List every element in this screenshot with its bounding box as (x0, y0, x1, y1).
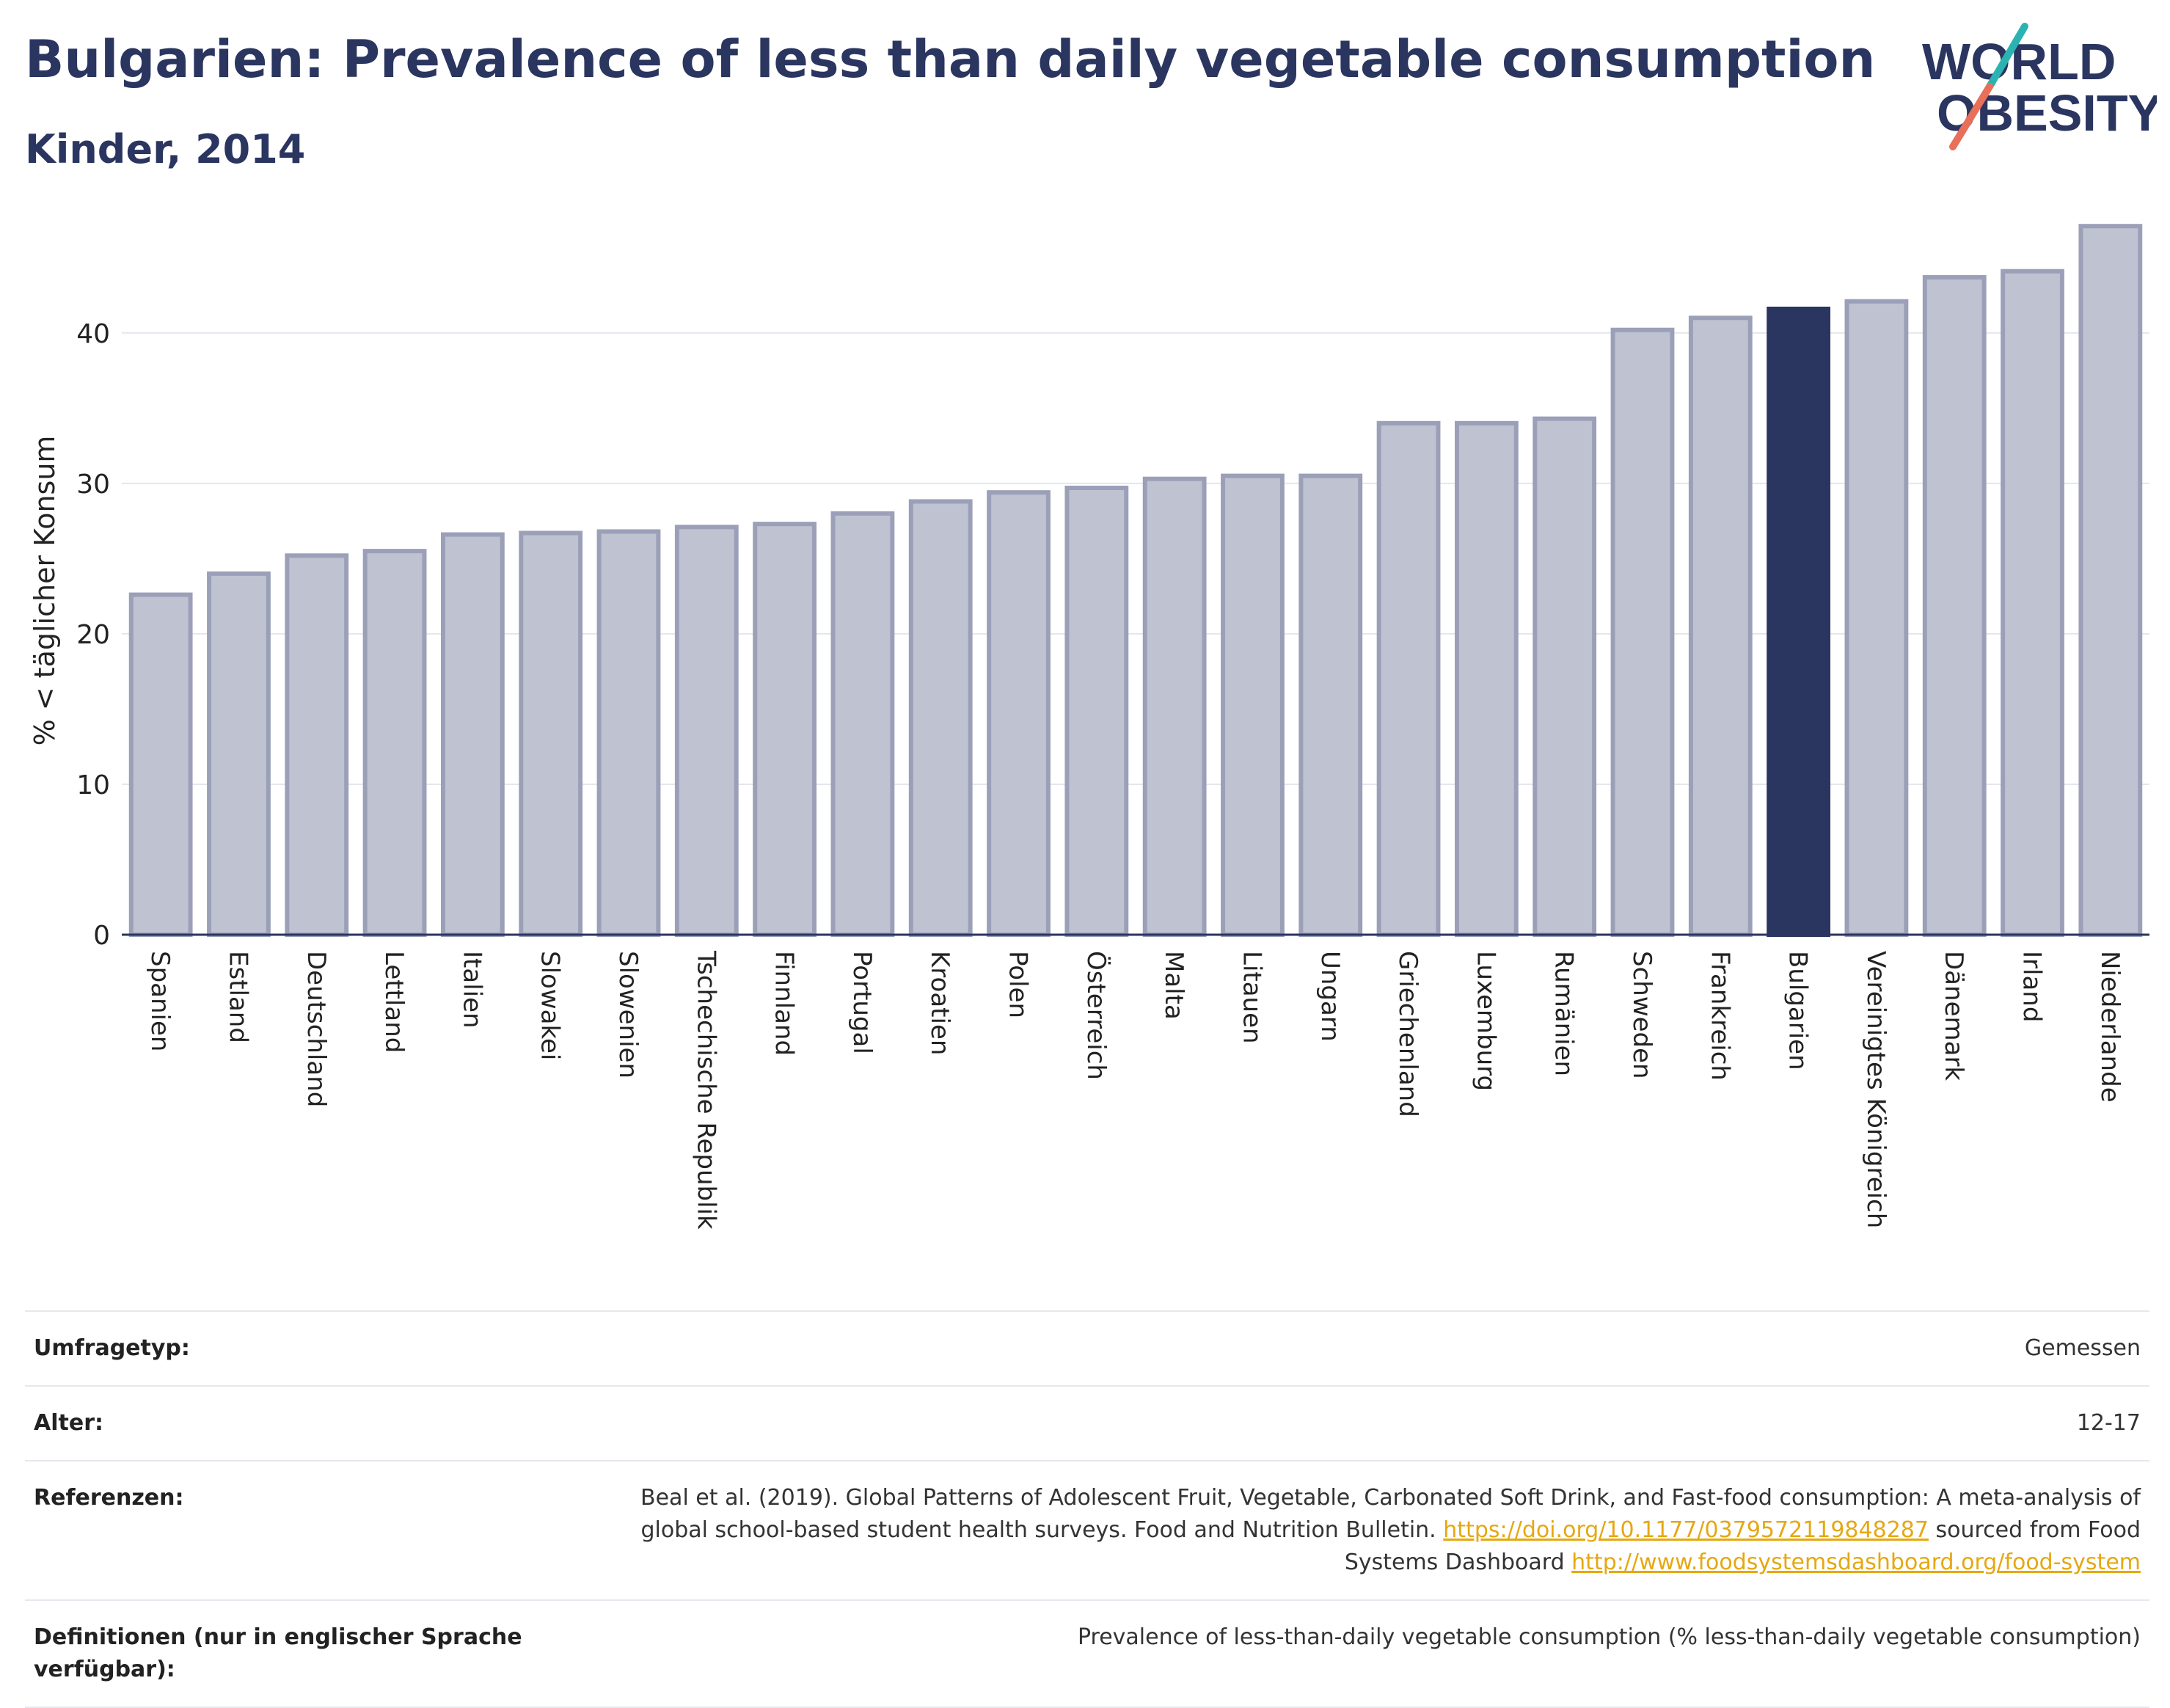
x-tick-label: Spanien (145, 951, 175, 1051)
doi-link[interactable]: https://doi.org/10.1177/0379572119848287 (1443, 1517, 1929, 1543)
bar-slowakei[interactable] (519, 530, 583, 937)
y-tick-label: 30 (76, 470, 110, 500)
x-tick-label: Slowakei (536, 951, 565, 1060)
page-title: Bulgarien: Prevalence of less than daily… (25, 29, 1876, 90)
references-mid-text: sourced from Food Systems Dashboard (1344, 1517, 2141, 1575)
bar-dänemark[interactable] (1922, 274, 1987, 938)
definitions-value: Prevalence of less-than-daily vegetable … (1077, 1624, 2141, 1650)
x-tick-label: Polen (1004, 951, 1033, 1018)
y-tick-label: 0 (93, 921, 110, 951)
bar-italien[interactable] (440, 532, 505, 937)
x-tick-label: Schweden (1627, 951, 1656, 1079)
bar-österreich[interactable] (1064, 485, 1129, 937)
x-tick-label: Lettland (379, 951, 409, 1053)
bar-deutschland[interactable] (285, 553, 349, 937)
meta-row-references: Referenzen: Beal et al. (2019). Global P… (25, 1460, 2149, 1599)
x-tick-label: Luxemburg (1471, 951, 1500, 1091)
bar-rumänien[interactable] (1532, 416, 1597, 937)
bar-estland[interactable] (207, 571, 271, 937)
bar-niederlande[interactable] (2078, 224, 2143, 938)
x-tick-label: Finnland (770, 951, 799, 1056)
bar-luxemburg[interactable] (1454, 420, 1519, 937)
x-tick-label: Italien (457, 951, 486, 1029)
bar-irland[interactable] (2001, 269, 2064, 937)
x-tick-label: Estland (223, 951, 252, 1043)
x-tick-label: Deutschland (302, 951, 331, 1107)
y-axis-label: % < täglicher Konsum (29, 436, 61, 746)
y-tick-label: 20 (76, 620, 110, 650)
x-tick-label: Dänemark (1939, 951, 1968, 1081)
meta-row-age: Alter: 12-17 (25, 1385, 2149, 1460)
meta-row-definitions: Definitionen (nur in englischer Sprache … (25, 1599, 2149, 1708)
bar-finnland[interactable] (753, 522, 817, 937)
age-label: Alter: (34, 1410, 103, 1436)
food-systems-link[interactable]: http://www.foodsystemsdashboard.org/food… (1571, 1550, 2141, 1575)
bar-slowenien[interactable] (596, 529, 661, 937)
bar-litauen[interactable] (1221, 473, 1285, 937)
x-tick-label: Bulgarien (1783, 951, 1813, 1070)
bar-polen[interactable] (987, 490, 1051, 937)
survey-type-label: Umfragetyp: (34, 1335, 190, 1361)
x-tick-label: Portugal (847, 951, 877, 1054)
x-tick-label: Niederlande (2095, 951, 2125, 1103)
bar-vereinigtes-königreich[interactable] (1844, 299, 1909, 938)
world-obesity-logo[interactable]: WORLD OBESITY (1907, 21, 2157, 160)
x-tick-label: Irland (2017, 951, 2047, 1022)
references-label: Referenzen: (34, 1485, 184, 1511)
bar-spanien[interactable] (128, 592, 193, 937)
bar-malta[interactable] (1142, 476, 1207, 937)
bar-ungarn[interactable] (1298, 473, 1363, 937)
x-tick-label: Griechenland (1393, 951, 1422, 1117)
x-tick-label: Ungarn (1315, 951, 1345, 1042)
bar-griechenland[interactable] (1376, 420, 1441, 937)
x-tick-label: Rumänien (1549, 951, 1579, 1076)
meta-row-survey-type: Umfragetyp: Gemessen (25, 1310, 2149, 1385)
references-value: Beal et al. (2019). Global Patterns of A… (591, 1482, 2141, 1579)
bar-kroatien[interactable] (908, 499, 973, 937)
x-tick-label: Kroatien (925, 951, 954, 1055)
bar-schweden[interactable] (1610, 327, 1675, 937)
x-tick-label: Malta (1159, 951, 1188, 1020)
bar-tschechische-republik[interactable] (674, 525, 739, 937)
y-tick-label: 10 (76, 770, 110, 800)
x-tick-label: Tschechische Republik (691, 950, 720, 1230)
bar-bulgarien[interactable] (1767, 306, 1831, 937)
bar-portugal[interactable] (830, 511, 895, 937)
references-text: Beal et al. (2019). Global Patterns of A… (640, 1485, 2141, 1543)
x-tick-label: Slowenien (613, 951, 643, 1079)
bar-chart: 0 10 20 30 40 Spanien Estland Deutschland Lettla… (29, 224, 2149, 1230)
age-value: 12-17 (2076, 1410, 2141, 1436)
definitions-label: Definitionen (nur in englischer Sprache … (34, 1624, 522, 1682)
bars (128, 224, 2143, 938)
survey-type-value: Gemessen (2024, 1335, 2141, 1361)
x-tick-label: Frankreich (1705, 951, 1734, 1081)
y-tick-label: 40 (76, 319, 110, 349)
x-tick-label: Vereinigtes Königreich (1861, 951, 1890, 1228)
metadata-table: Umfragetyp: Gemessen Alter: 12-17 Refere… (25, 1310, 2149, 1708)
axes: 0 10 20 30 40 Spanien Estland Deutschland Lettla… (76, 319, 2149, 1230)
bar-lettland[interactable] (362, 549, 427, 937)
page-subtitle: Kinder, 2014 (25, 126, 306, 172)
bar-frankreich[interactable] (1688, 315, 1753, 937)
x-tick-label: Litauen (1237, 951, 1266, 1044)
x-tick-label: Österreich (1081, 951, 1111, 1080)
